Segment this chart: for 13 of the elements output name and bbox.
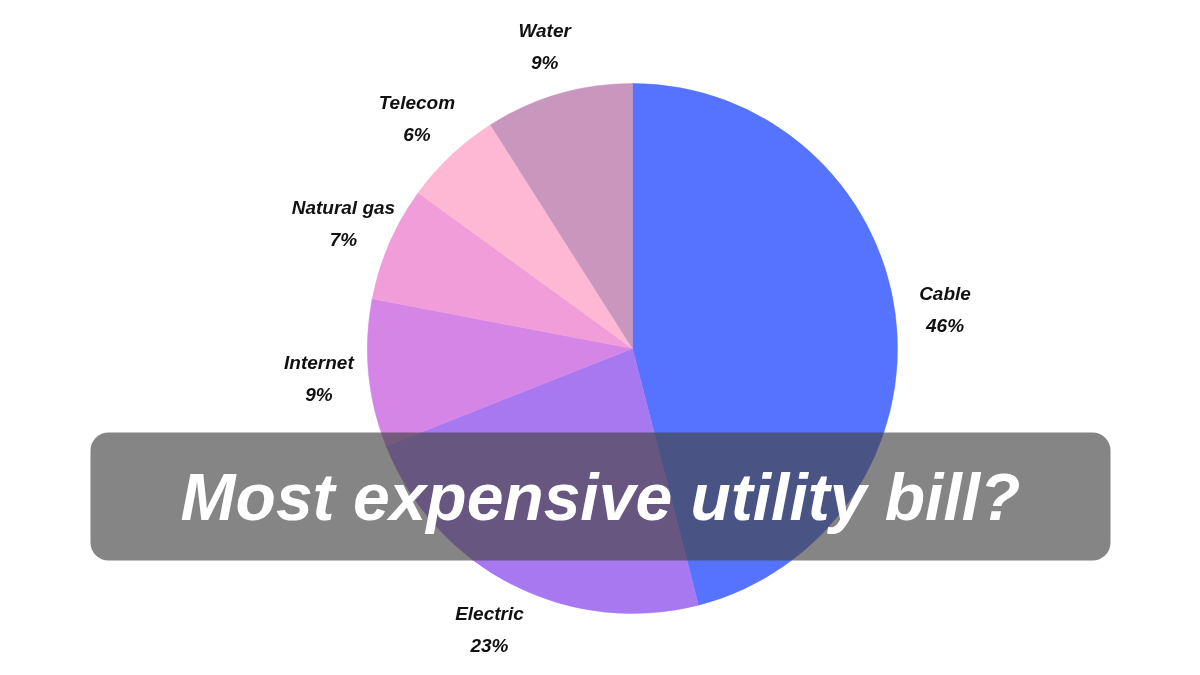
slice-label: Telecom [378, 92, 456, 114]
data-label: 9% [530, 51, 559, 73]
data-label: 23% [469, 634, 509, 656]
data-label: 46% [925, 314, 965, 336]
slice-label: Cable [919, 282, 972, 304]
data-label: 7% [329, 228, 358, 250]
data-label: 9% [305, 383, 333, 405]
slice-label: Electric [455, 602, 525, 624]
slice-label: Internet [284, 351, 355, 373]
data-label: 6% [403, 124, 431, 146]
slice-label: Water [518, 19, 573, 41]
text: Most expensive utility bill? [180, 459, 1021, 534]
slice-label: Natural gas [291, 196, 396, 218]
